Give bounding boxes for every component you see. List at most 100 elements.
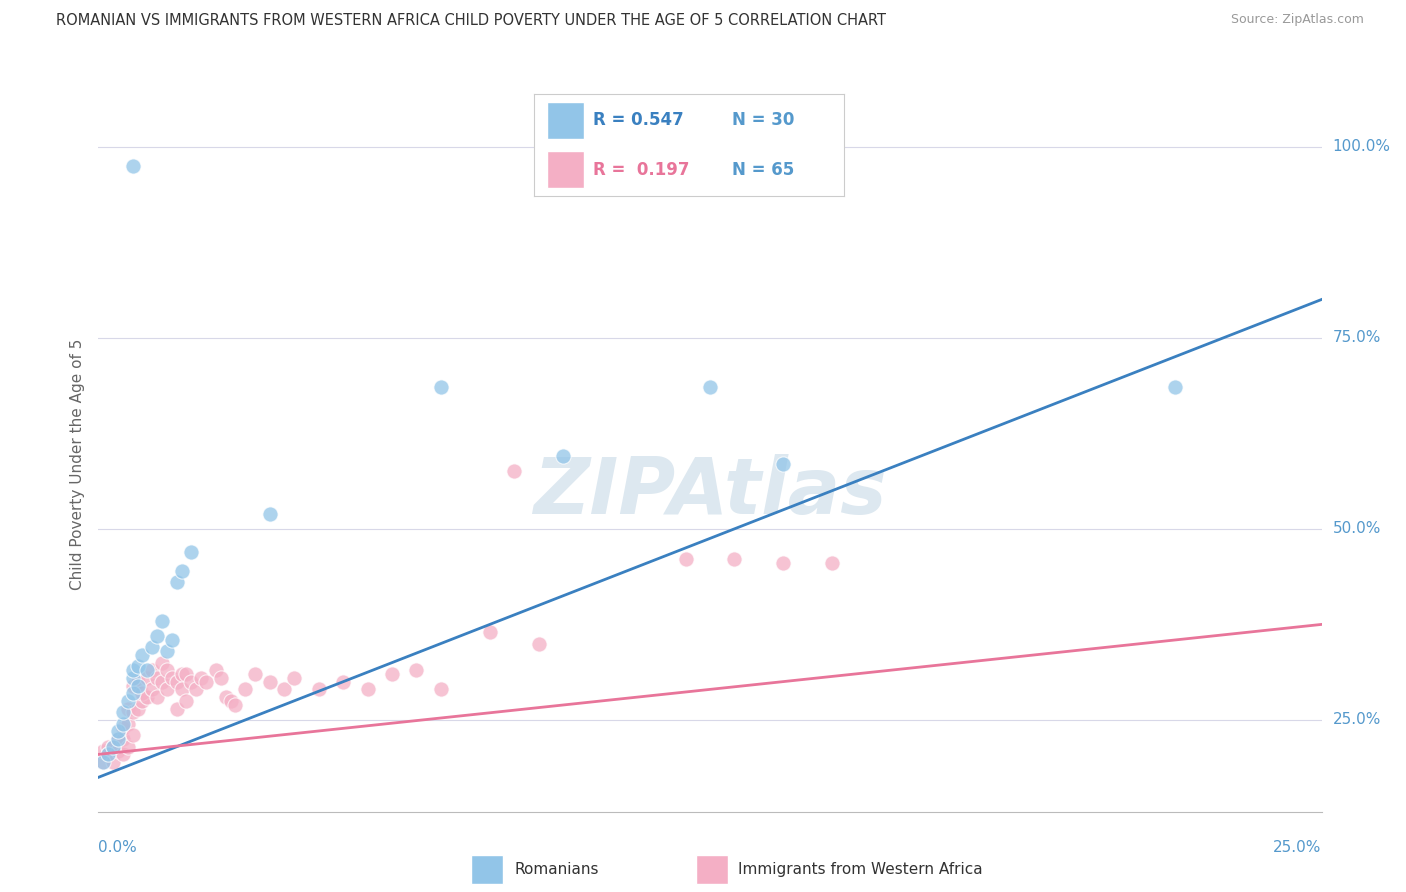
Point bbox=[259, 674, 281, 689]
Point bbox=[111, 732, 134, 747]
Point bbox=[121, 728, 143, 742]
Point bbox=[146, 671, 169, 685]
Point bbox=[127, 659, 149, 673]
Point bbox=[170, 667, 193, 681]
Point bbox=[117, 716, 139, 731]
Point bbox=[121, 159, 143, 173]
Text: ZIPAtlas: ZIPAtlas bbox=[533, 454, 887, 530]
Point bbox=[156, 663, 179, 677]
Point bbox=[121, 671, 143, 685]
Point bbox=[150, 656, 173, 670]
Point bbox=[101, 755, 124, 769]
Point bbox=[121, 706, 143, 720]
Point bbox=[772, 457, 794, 471]
Point bbox=[430, 682, 453, 697]
Text: 75.0%: 75.0% bbox=[1333, 330, 1381, 345]
Point bbox=[273, 682, 295, 697]
Point bbox=[190, 671, 212, 685]
Text: 50.0%: 50.0% bbox=[1333, 521, 1381, 536]
Point bbox=[91, 743, 114, 757]
Point bbox=[699, 380, 721, 394]
Point bbox=[111, 747, 134, 762]
Point bbox=[176, 694, 198, 708]
Point bbox=[141, 663, 163, 677]
Point bbox=[127, 674, 149, 689]
Point bbox=[136, 690, 159, 704]
Point bbox=[97, 739, 120, 754]
Text: 25.0%: 25.0% bbox=[1333, 713, 1381, 728]
Point bbox=[205, 663, 228, 677]
Point bbox=[127, 701, 149, 715]
Point bbox=[111, 721, 134, 735]
Text: ROMANIAN VS IMMIGRANTS FROM WESTERN AFRICA CHILD POVERTY UNDER THE AGE OF 5 CORR: ROMANIAN VS IMMIGRANTS FROM WESTERN AFRI… bbox=[56, 13, 886, 29]
Text: R = 0.547: R = 0.547 bbox=[593, 112, 683, 129]
Point bbox=[107, 724, 129, 739]
Point bbox=[160, 632, 183, 647]
Point bbox=[156, 682, 179, 697]
Point bbox=[430, 380, 453, 394]
Point bbox=[180, 545, 202, 559]
Point bbox=[127, 679, 149, 693]
Point bbox=[259, 507, 281, 521]
FancyBboxPatch shape bbox=[547, 151, 583, 188]
Text: Immigrants from Western Africa: Immigrants from Western Africa bbox=[738, 863, 983, 877]
Point bbox=[131, 648, 153, 662]
Point bbox=[527, 636, 550, 650]
Point bbox=[136, 663, 159, 677]
Point bbox=[121, 686, 143, 700]
Point bbox=[170, 682, 193, 697]
Text: R =  0.197: R = 0.197 bbox=[593, 161, 689, 178]
Point bbox=[107, 732, 129, 747]
Point bbox=[97, 747, 120, 762]
Text: 0.0%: 0.0% bbox=[98, 839, 138, 855]
Point bbox=[91, 755, 114, 769]
Point bbox=[186, 682, 208, 697]
Point bbox=[97, 747, 120, 762]
Point bbox=[131, 694, 153, 708]
Point bbox=[107, 732, 129, 747]
Point bbox=[146, 629, 169, 643]
Point bbox=[308, 682, 330, 697]
Point bbox=[214, 690, 236, 704]
FancyBboxPatch shape bbox=[547, 102, 583, 139]
Point bbox=[121, 663, 143, 677]
Point bbox=[233, 682, 256, 697]
Point bbox=[150, 674, 173, 689]
Point bbox=[283, 671, 305, 685]
Text: N = 65: N = 65 bbox=[733, 161, 794, 178]
Point bbox=[723, 552, 745, 566]
Point bbox=[503, 465, 526, 479]
Point bbox=[166, 674, 188, 689]
Point bbox=[117, 739, 139, 754]
Point bbox=[146, 690, 169, 704]
Point bbox=[180, 674, 202, 689]
FancyBboxPatch shape bbox=[471, 855, 503, 884]
Point bbox=[243, 667, 266, 681]
Point bbox=[117, 701, 139, 715]
Text: 100.0%: 100.0% bbox=[1333, 139, 1391, 154]
Text: Romanians: Romanians bbox=[515, 863, 599, 877]
Point bbox=[478, 625, 501, 640]
Point bbox=[219, 694, 242, 708]
Point bbox=[170, 564, 193, 578]
Point bbox=[101, 739, 124, 754]
Y-axis label: Child Poverty Under the Age of 5: Child Poverty Under the Age of 5 bbox=[69, 338, 84, 590]
Point bbox=[356, 682, 378, 697]
Point bbox=[136, 671, 159, 685]
Point bbox=[821, 556, 844, 570]
Text: Source: ZipAtlas.com: Source: ZipAtlas.com bbox=[1230, 13, 1364, 27]
Point bbox=[131, 686, 153, 700]
Point bbox=[156, 644, 179, 658]
Point bbox=[141, 682, 163, 697]
Point bbox=[160, 671, 183, 685]
Point bbox=[117, 694, 139, 708]
Point bbox=[111, 716, 134, 731]
Text: 25.0%: 25.0% bbox=[1274, 839, 1322, 855]
FancyBboxPatch shape bbox=[696, 855, 728, 884]
Point bbox=[332, 674, 354, 689]
Point bbox=[166, 575, 188, 590]
Point bbox=[772, 556, 794, 570]
Text: N = 30: N = 30 bbox=[733, 112, 794, 129]
Point bbox=[224, 698, 246, 712]
Point bbox=[1164, 380, 1187, 394]
